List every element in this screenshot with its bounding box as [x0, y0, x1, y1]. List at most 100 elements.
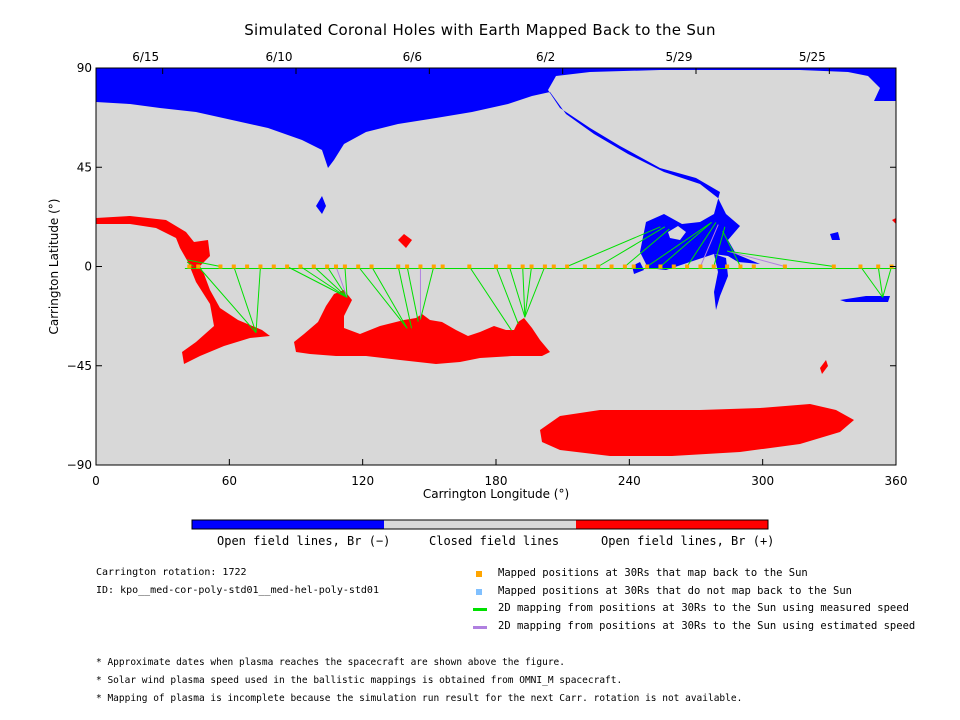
blue-patch-lon100	[316, 196, 326, 214]
mapped-point	[551, 264, 556, 269]
mapping-line-measured	[371, 266, 408, 329]
mapped-point	[494, 264, 498, 269]
mapping-line-measured	[860, 266, 884, 298]
mapping-line-measured	[646, 221, 712, 267]
mapped-point	[738, 264, 743, 269]
mapping-line-measured	[468, 266, 512, 331]
mapped-positions	[187, 264, 894, 269]
mapped-point	[671, 264, 676, 269]
mapping-line-measured	[597, 226, 666, 267]
mapped-point	[342, 264, 347, 269]
mapping-line-measured	[255, 266, 261, 333]
mapping-line-measured	[197, 266, 257, 333]
mapped-point	[325, 264, 330, 269]
mapping-line-estimated	[699, 224, 719, 267]
blue-patch-lon355	[840, 296, 890, 302]
x-tick-label: 120	[351, 474, 374, 488]
mapped-point	[529, 264, 534, 269]
carrington-rotation: Carrington rotation: 1722	[96, 567, 247, 578]
mapping-line-measured	[722, 230, 741, 267]
date-tick-label: 6/15	[132, 50, 159, 64]
x-tick-label: 0	[92, 474, 100, 488]
mapped-point	[311, 264, 316, 269]
blue-patch-lon330	[830, 232, 840, 240]
mapped-point	[334, 264, 338, 269]
mapped-point	[285, 264, 290, 269]
y-tick-label: 90	[77, 61, 92, 75]
colorbar-label-negative: Open field lines, Br (−)	[217, 534, 391, 548]
mapped-point	[231, 264, 236, 269]
mapping-line-measured	[524, 266, 546, 318]
mapped-point	[711, 264, 716, 269]
mapped-point	[609, 264, 614, 269]
south-coronal-hole	[540, 404, 854, 456]
x-tick-label: 180	[485, 474, 508, 488]
mapping-line-measured	[419, 266, 435, 320]
mapped-point	[258, 264, 263, 269]
mapping-line-estimated	[335, 266, 348, 298]
date-tick-label: 6/6	[403, 50, 422, 64]
colorbar	[191, 519, 769, 530]
run-id: ID: kpo__med-cor-poly-std01__med-hel-pol…	[96, 585, 379, 596]
mapping-line-measured	[660, 222, 712, 267]
mapped-point	[622, 264, 627, 269]
mapping-line-measured	[713, 226, 726, 267]
mapped-point	[440, 264, 445, 269]
legend-label: 2D mapping from positions at 30Rs to the…	[498, 620, 916, 632]
date-tick-label: 6/10	[266, 50, 293, 64]
mapped-point	[507, 264, 512, 269]
mapped-point	[725, 264, 730, 269]
positive-hole-lon40	[96, 216, 270, 364]
mapping-line-measured	[522, 266, 526, 318]
mapped-point	[782, 264, 787, 269]
mapped-point	[582, 264, 587, 269]
date-tick-label: 5/29	[666, 50, 693, 64]
mapping-line-measured	[397, 266, 413, 329]
date-tick-label: 5/25	[799, 50, 826, 64]
colorbar-segment	[576, 520, 768, 529]
mapping-line-measured	[344, 266, 348, 298]
mapped-point	[858, 264, 863, 269]
mapped-point	[431, 264, 436, 269]
red-patch-lon330	[820, 360, 828, 374]
orange-square-icon	[476, 571, 482, 577]
north-coronal-hole	[96, 68, 896, 270]
note-dates: * Approximate dates when plasma reaches …	[96, 657, 565, 668]
mapping-line-measured	[686, 222, 717, 267]
x-tick-label: 360	[885, 474, 908, 488]
mapping-line-measured	[326, 266, 348, 298]
mapping-line-measured	[495, 266, 519, 325]
colorbar-frame	[191, 519, 769, 530]
mapping-line-measured	[524, 266, 533, 318]
mapping-line-measured	[233, 266, 257, 333]
mapped-point	[698, 264, 703, 269]
mapping-lines	[184, 221, 896, 333]
mapped-point	[658, 264, 663, 269]
y-tick-label: −90	[67, 458, 92, 472]
mapping-line-measured	[186, 261, 195, 267]
mapping-line-measured	[624, 228, 670, 267]
mapping-line-measured	[877, 266, 884, 298]
y-tick-label: 45	[77, 160, 92, 174]
purple-line-icon	[473, 626, 487, 629]
chart-title: Simulated Coronal Holes with Earth Mappe…	[244, 21, 716, 39]
colorbar-segment	[384, 520, 576, 529]
mapping-line-measured	[566, 226, 661, 267]
mapped-point	[405, 264, 410, 269]
mapping-line-measured	[187, 259, 221, 267]
x-tick-label: 240	[618, 474, 641, 488]
axes: 0 60 120 180 240 300 360 90 45 0 −45 −90 6/15 6/10 6/6…	[47, 50, 907, 501]
mapped-point	[418, 264, 423, 269]
x-tick-label: 60	[222, 474, 237, 488]
colorbar-segment	[192, 520, 384, 529]
x-axis-label: Carrington Longitude (°)	[423, 487, 569, 501]
mapped-point	[245, 264, 250, 269]
mapped-point	[520, 264, 525, 269]
note-speed: * Solar wind plasma speed used in the ba…	[96, 675, 623, 686]
mapped-point	[187, 264, 192, 269]
colorbar-label-positive: Open field lines, Br (+)	[601, 534, 775, 548]
mapped-point	[876, 264, 881, 269]
light-blue-square-icon	[476, 589, 482, 595]
mapping-line-measured	[357, 266, 408, 329]
